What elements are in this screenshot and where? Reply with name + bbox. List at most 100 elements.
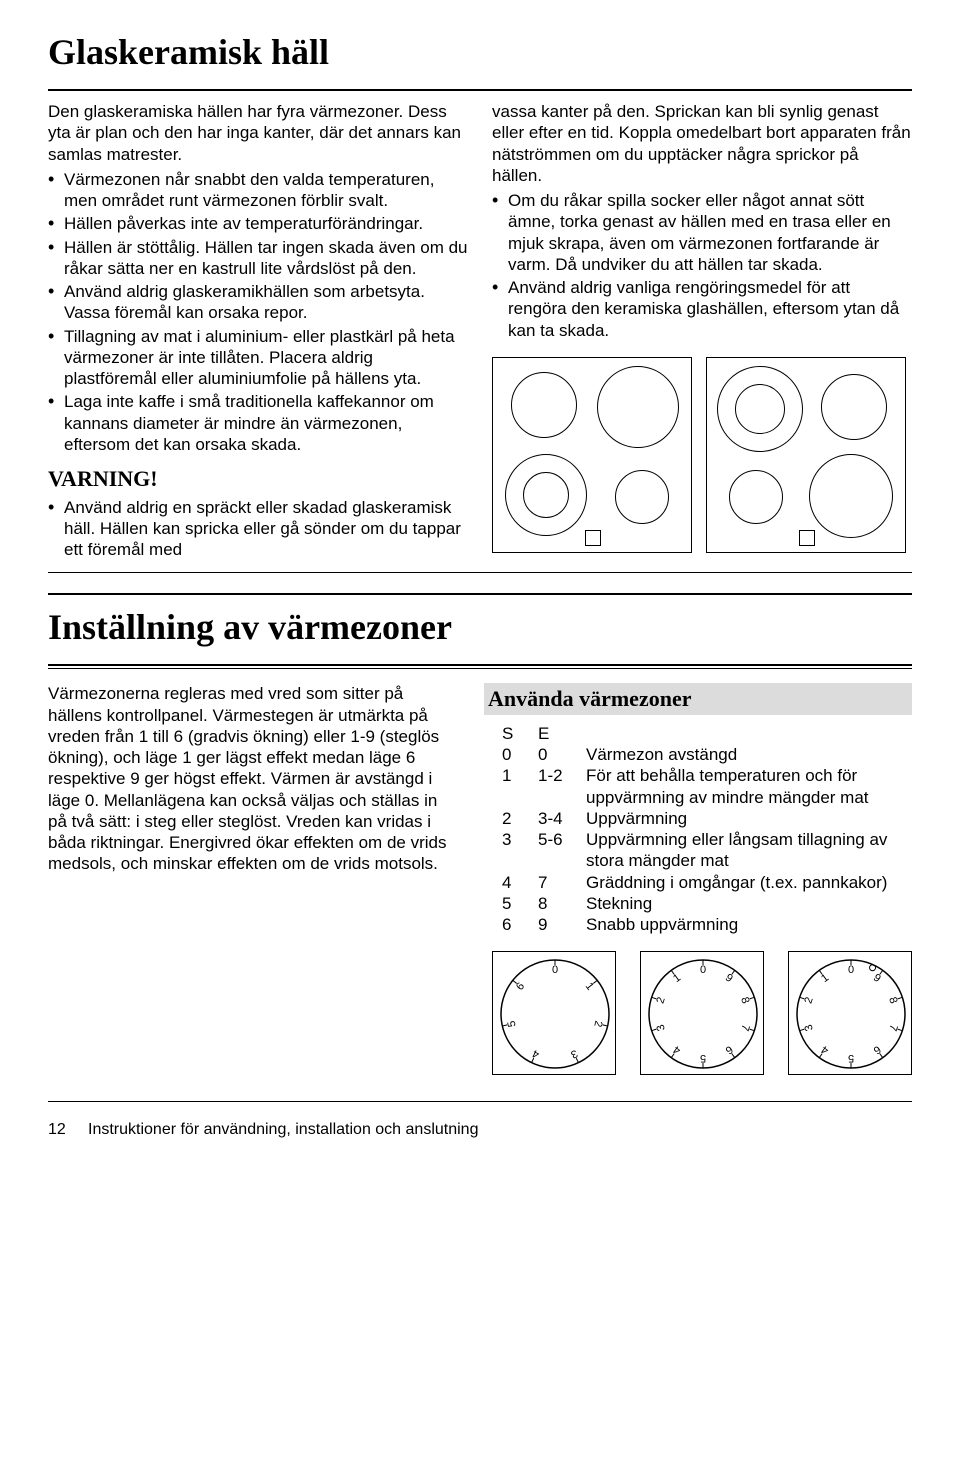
cell: 8: [538, 893, 586, 914]
divider: [48, 89, 912, 91]
table-row: 6 9 Snabb uppvärmning: [502, 914, 912, 935]
footer-divider: [48, 1101, 912, 1102]
section2-title: Inställning av värmezoner: [48, 605, 912, 650]
svg-text:9: 9: [871, 972, 883, 985]
cell: 5-6: [538, 829, 586, 872]
svg-text:8: 8: [886, 996, 899, 1006]
svg-text:0: 0: [848, 964, 854, 976]
cell: För att behålla temperaturen och för upp…: [586, 765, 912, 808]
right-bullet-list: Om du råkar spilla socker eller något an…: [492, 190, 912, 341]
svg-text:9: 9: [723, 972, 735, 985]
left-bullet-list: Värmezonen når snabbt den valda temperat…: [48, 169, 468, 455]
svg-text:2: 2: [803, 996, 816, 1006]
cell: Snabb uppvärmning: [586, 914, 912, 935]
bullet: Hällen påverkas inte av temperaturföränd…: [48, 213, 468, 234]
cell: 4: [502, 872, 538, 893]
svg-text:5: 5: [848, 1052, 854, 1064]
bullet: Laga inte kaffe i små traditionella kaff…: [48, 391, 468, 455]
svg-text:7: 7: [886, 1023, 899, 1033]
section2-right-col: Använda värmezoner S E 0 0 Värmezon avst…: [484, 683, 912, 1075]
col-s: S: [502, 723, 538, 744]
hob-diagram-1: [492, 357, 692, 553]
section1-columns: Den glaskeramiska hällen har fyra värmez…: [48, 101, 912, 562]
cell: 2: [502, 808, 538, 829]
svg-text:6: 6: [871, 1043, 883, 1056]
svg-text:2: 2: [591, 1020, 604, 1029]
svg-text:3: 3: [569, 1047, 580, 1060]
svg-text:5: 5: [700, 1052, 706, 1064]
bullet: Om du råkar spilla socker eller något an…: [492, 190, 912, 275]
table-row: 4 7 Gräddning i omgångar (t.ex. pannkako…: [502, 872, 912, 893]
dial-diagrams: 0123456 0987654321 0987654321: [484, 951, 912, 1075]
col-e: E: [538, 723, 586, 744]
cell: 3: [502, 829, 538, 872]
zone-circle: [597, 366, 679, 448]
warning-heading: VARNING!: [48, 465, 468, 493]
table-row: 1 1-2 För att behålla temperaturen och f…: [502, 765, 912, 808]
zone-circle: [821, 374, 887, 440]
cell: Värmezon avstängd: [586, 744, 912, 765]
svg-text:5: 5: [506, 1020, 519, 1029]
bullet: Använd aldrig glaskeramikhällen som arbe…: [48, 281, 468, 324]
cell: 1-2: [538, 765, 586, 808]
zone-circle: [511, 372, 577, 438]
svg-text:3: 3: [655, 1023, 668, 1033]
page-number: 12: [48, 1120, 88, 1140]
right-lead-text: vassa kanter på den. Sprickan kan bli sy…: [492, 101, 912, 186]
section1-title: Glaskeramisk häll: [48, 30, 912, 75]
svg-text:4: 4: [671, 1043, 683, 1056]
table-row: 0 0 Värmezon avstängd: [502, 744, 912, 765]
section1-left-col: Den glaskeramiska hällen har fyra värmez…: [48, 101, 468, 562]
section1-right-col: vassa kanter på den. Sprickan kan bli sy…: [492, 101, 912, 562]
page-footer: 12 Instruktioner för användning, install…: [48, 1120, 912, 1140]
svg-text:6: 6: [723, 1043, 735, 1056]
bullet: Använd aldrig vanliga rengöringsmedel fö…: [492, 277, 912, 341]
cell: 6: [502, 914, 538, 935]
table-row: 3 5-6 Uppvärmning eller långsam tillagni…: [502, 829, 912, 872]
intro-text: Den glaskeramiska hällen har fyra värmez…: [48, 101, 468, 165]
col-desc: [586, 723, 912, 744]
zone-circle: [735, 384, 785, 434]
cell: Gräddning i omgångar (t.ex. pannkakor): [586, 872, 912, 893]
cell: Stekning: [586, 893, 912, 914]
cell: 7: [538, 872, 586, 893]
indicator-square: [799, 530, 815, 546]
zone-circle: [729, 470, 783, 524]
divider: [48, 572, 912, 573]
cell: Uppvärmning eller långsam tillagning av …: [586, 829, 912, 872]
svg-text:1: 1: [819, 972, 831, 985]
zone-table: S E 0 0 Värmezon avstängd 1 1-2 För att …: [502, 723, 912, 936]
zone-circle: [809, 454, 893, 538]
svg-text:8: 8: [738, 996, 751, 1006]
section2-columns: Värmezonerna regleras med vred som sitte…: [48, 683, 912, 1075]
section2-para: Värmezonerna regleras med vred som sitte…: [48, 683, 460, 874]
bullet: Tillagning av mat i aluminium- eller pla…: [48, 326, 468, 390]
svg-text:2: 2: [655, 996, 668, 1006]
double-divider: [48, 664, 912, 669]
svg-text:1: 1: [671, 972, 683, 985]
bullet: Använd aldrig en spräckt eller skadad gl…: [48, 497, 468, 561]
dial-2: 0 9 8 76 5 43 2 1: [640, 951, 764, 1075]
svg-text:4: 4: [819, 1043, 831, 1056]
section2-left-col: Värmezonerna regleras med vred som sitte…: [48, 683, 460, 1075]
dial-1: 0123456: [492, 951, 616, 1075]
zone-circle: [615, 470, 669, 524]
table-row: 2 3-4 Uppvärmning: [502, 808, 912, 829]
cell: 5: [502, 893, 538, 914]
svg-text:3: 3: [803, 1023, 816, 1033]
svg-text:0: 0: [552, 964, 558, 976]
table-row: 5 8 Stekning: [502, 893, 912, 914]
cell: 0: [502, 744, 538, 765]
svg-text:7: 7: [738, 1023, 751, 1033]
cell: Uppvärmning: [586, 808, 912, 829]
cell: 9: [538, 914, 586, 935]
hob-diagram-2: [706, 357, 906, 553]
indicator-square: [585, 530, 601, 546]
svg-text:0: 0: [700, 964, 706, 976]
bullet: Hällen är stöttålig. Hällen tar ingen sk…: [48, 237, 468, 280]
cell: 3-4: [538, 808, 586, 829]
hob-diagrams: [492, 357, 912, 553]
table-header-row: S E: [502, 723, 912, 744]
cell: 0: [538, 744, 586, 765]
footer-text: Instruktioner för användning, installati…: [88, 1120, 912, 1140]
